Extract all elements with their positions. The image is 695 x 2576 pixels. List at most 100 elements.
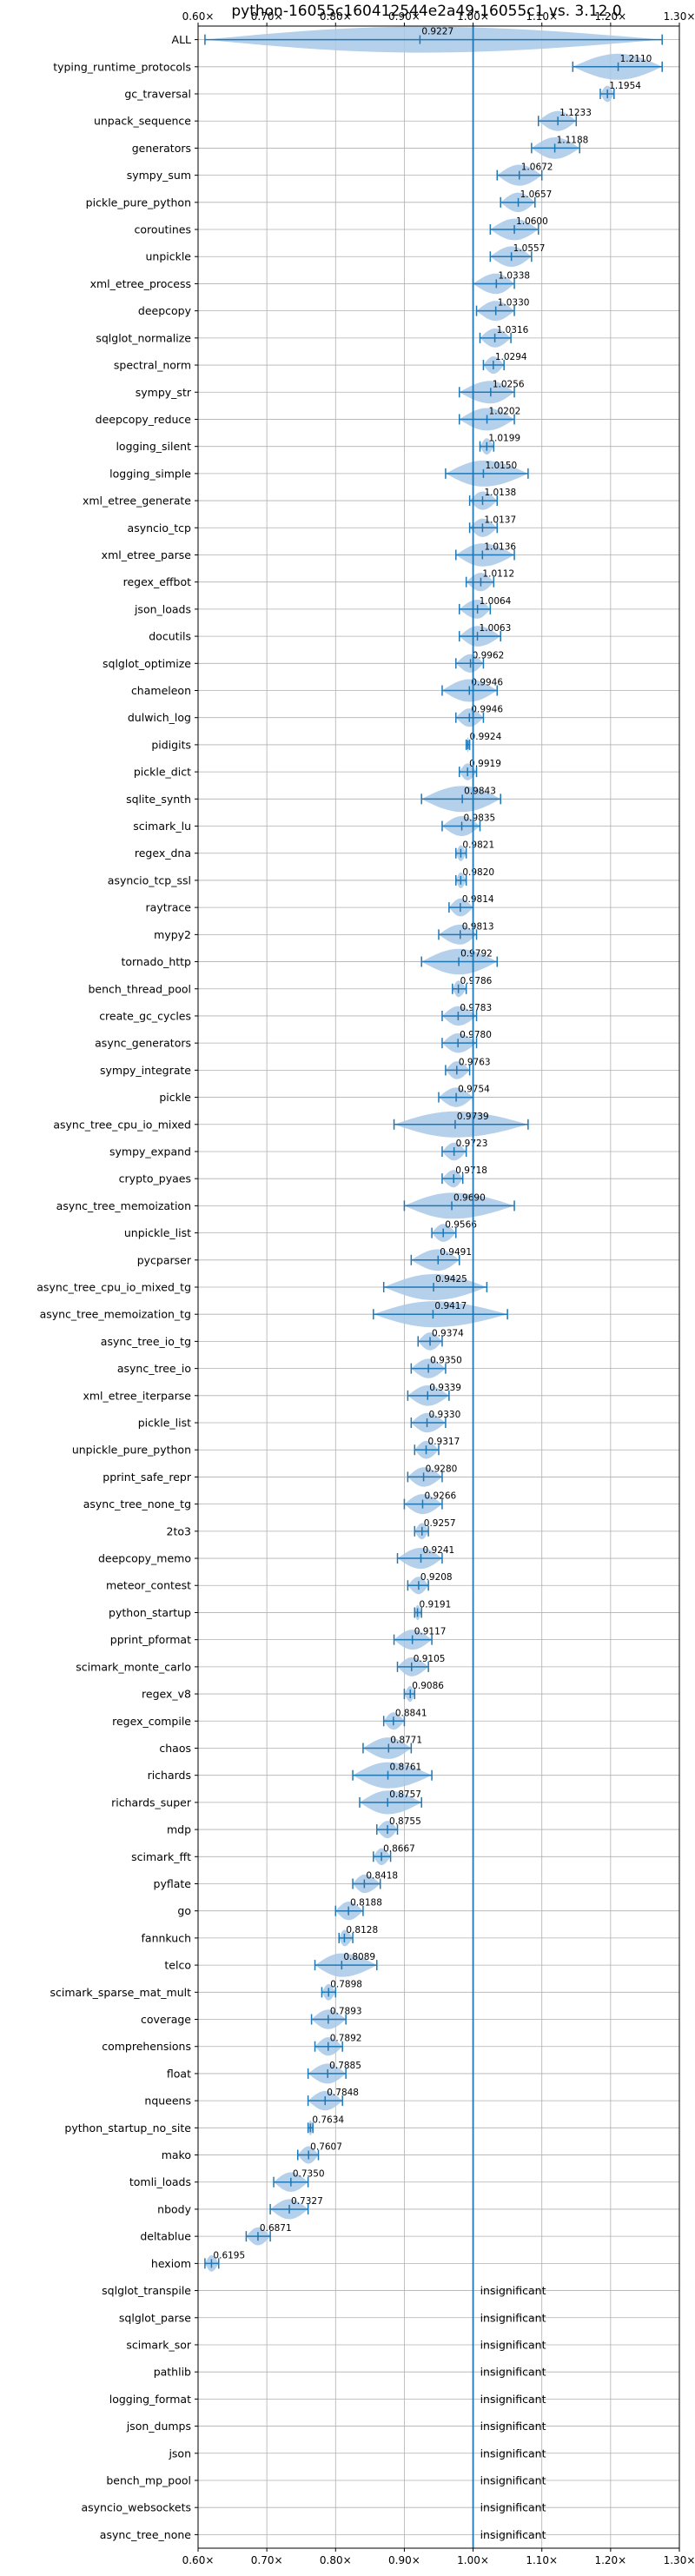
y-tick-label: async_generators — [95, 1037, 191, 1050]
y-tick-label: create_gc_cycles — [99, 1009, 191, 1022]
y-tick-label: hexiom — [151, 2257, 191, 2270]
value-label: 0.7893 — [330, 2007, 362, 2017]
y-tick-label: nqueens — [144, 2095, 191, 2108]
y-tick-label: coverage — [141, 2013, 191, 2026]
y-tick-label: sympy_integrate — [100, 1064, 191, 1077]
y-tick-label: scimark_lu — [133, 820, 191, 833]
value-label: 1.1954 — [609, 81, 641, 91]
y-tick-label: comprehensions — [102, 2040, 191, 2053]
value-label: 0.9339 — [429, 1383, 461, 1393]
y-tick-label: sympy_expand — [109, 1145, 191, 1158]
y-tick-label: logging_simple — [109, 467, 191, 480]
value-label: 0.7634 — [312, 2115, 344, 2125]
y-tick-label: richards_super — [111, 1796, 192, 1809]
y-tick-label: bench_thread_pool — [88, 982, 191, 995]
y-tick-label: pickle_pure_python — [86, 196, 191, 209]
y-tick-label: sqlglot_transpile — [102, 2284, 191, 2297]
value-label: 0.9843 — [464, 786, 496, 796]
axis-layer: 0.60× 0.60× 0.70× 0.70× 0.80× 0.80× 0.90× 0.90×… — [36, 10, 695, 2566]
insignificant-label: insignificant — [480, 2528, 546, 2541]
y-tick-label: json — [168, 2447, 191, 2460]
y-tick-label: regex_effbot — [123, 575, 191, 588]
value-label: 0.9821 — [462, 840, 494, 851]
y-tick-label: sqlglot_parse — [119, 2311, 191, 2324]
value-label: 0.9763 — [459, 1057, 491, 1067]
value-label: 0.8755 — [389, 1816, 421, 1827]
y-tick-label: pickle — [159, 1091, 191, 1104]
value-label: 1.0063 — [480, 623, 512, 634]
y-tick-label: tomli_loads — [129, 2175, 191, 2188]
value-label: 0.8089 — [343, 1952, 375, 1962]
y-tick-label: deepcopy_memo — [98, 1552, 191, 1565]
x-tick-label-top: 1.20× — [594, 10, 626, 23]
y-tick-label: python_startup_no_site — [64, 2121, 191, 2134]
value-label: 1.0137 — [484, 515, 516, 525]
y-tick-label: unpickle_list — [124, 1226, 191, 1239]
value-label: 0.9417 — [434, 1301, 467, 1311]
value-label: 1.0330 — [498, 298, 530, 309]
value-label: 0.9266 — [424, 1491, 456, 1502]
value-label: 0.9780 — [460, 1030, 492, 1040]
y-tick-label: meteor_contest — [106, 1579, 191, 1592]
value-label: 1.0150 — [485, 461, 517, 471]
value-label: 0.8761 — [390, 1763, 422, 1773]
y-tick-label: xml_etree_generate — [83, 495, 191, 508]
value-label: 0.9491 — [440, 1247, 472, 1258]
value-label: 1.0600 — [516, 216, 548, 227]
value-label: 1.0294 — [495, 352, 527, 362]
value-label: 0.9924 — [470, 732, 502, 742]
y-tick-label: regex_dna — [135, 846, 191, 860]
y-tick-label: docutils — [149, 630, 191, 643]
y-tick-label: async_tree_none_tg — [83, 1497, 191, 1510]
value-label: 1.1233 — [559, 108, 592, 118]
value-label: 0.7892 — [330, 2034, 362, 2044]
value-label: 0.7848 — [327, 2088, 359, 2098]
insignificant-label: insignificant — [480, 2501, 546, 2514]
x-tick-label-top: 0.90× — [388, 10, 420, 23]
value-label: 0.9962 — [473, 650, 505, 661]
value-label: 0.9350 — [430, 1356, 462, 1366]
value-label: 1.0256 — [493, 379, 525, 389]
value-label: 1.0672 — [521, 163, 553, 173]
value-label: 0.7885 — [329, 2061, 361, 2071]
insignificant-label: insignificant — [480, 2366, 546, 2379]
value-label: 1.0136 — [484, 541, 516, 552]
y-tick-label: asyncio_websockets — [81, 2501, 191, 2514]
y-tick-label: chameleon — [131, 684, 191, 697]
value-label: 1.0112 — [482, 569, 514, 580]
y-tick-label: pprint_safe_repr — [103, 1471, 192, 1484]
y-tick-label: float — [167, 2067, 191, 2080]
value-label: 1.0138 — [484, 488, 516, 498]
y-tick-label: async_tree_cpu_io_mixed_tg — [36, 1281, 191, 1294]
value-label: 0.9813 — [462, 921, 494, 932]
x-tick-label-top: 0.60× — [182, 10, 215, 23]
y-tick-label: scimark_fft — [131, 1850, 191, 1863]
y-tick-label: typing_runtime_protocols — [53, 60, 191, 73]
y-tick-label: richards — [148, 1769, 191, 1782]
y-tick-label: deepcopy — [138, 304, 192, 317]
x-tick-label-bottom: 1.10× — [526, 2554, 558, 2566]
value-label: 0.9208 — [420, 1572, 453, 1583]
y-tick-label: bench_mp_pool — [106, 2473, 191, 2486]
y-tick-label: xml_etree_process — [90, 277, 191, 290]
y-tick-label: pprint_pformat — [110, 1633, 191, 1646]
y-tick-label: asyncio_tcp — [128, 521, 192, 534]
value-label: 0.8418 — [366, 1870, 398, 1881]
value-label: 0.9105 — [414, 1654, 446, 1664]
y-tick-label: chaos — [159, 1742, 191, 1755]
y-tick-label: 2to3 — [167, 1524, 191, 1537]
x-tick-label-bottom: 0.70× — [251, 2554, 283, 2566]
x-tick-label-bottom: 1.30× — [664, 2554, 695, 2566]
value-label: 0.9723 — [456, 1139, 488, 1149]
y-tick-label: regex_compile — [112, 1715, 191, 1728]
value-label: 0.8841 — [395, 1708, 427, 1718]
y-tick-label: nbody — [157, 2202, 191, 2215]
y-tick-label: go — [177, 1904, 191, 1917]
y-tick-label: sqlglot_normalize — [96, 331, 191, 344]
value-label: 0.9919 — [469, 759, 501, 769]
value-label: 0.9754 — [458, 1085, 490, 1095]
y-tick-label: pickle_dict — [134, 766, 191, 779]
y-tick-label: pathlib — [154, 2366, 191, 2379]
